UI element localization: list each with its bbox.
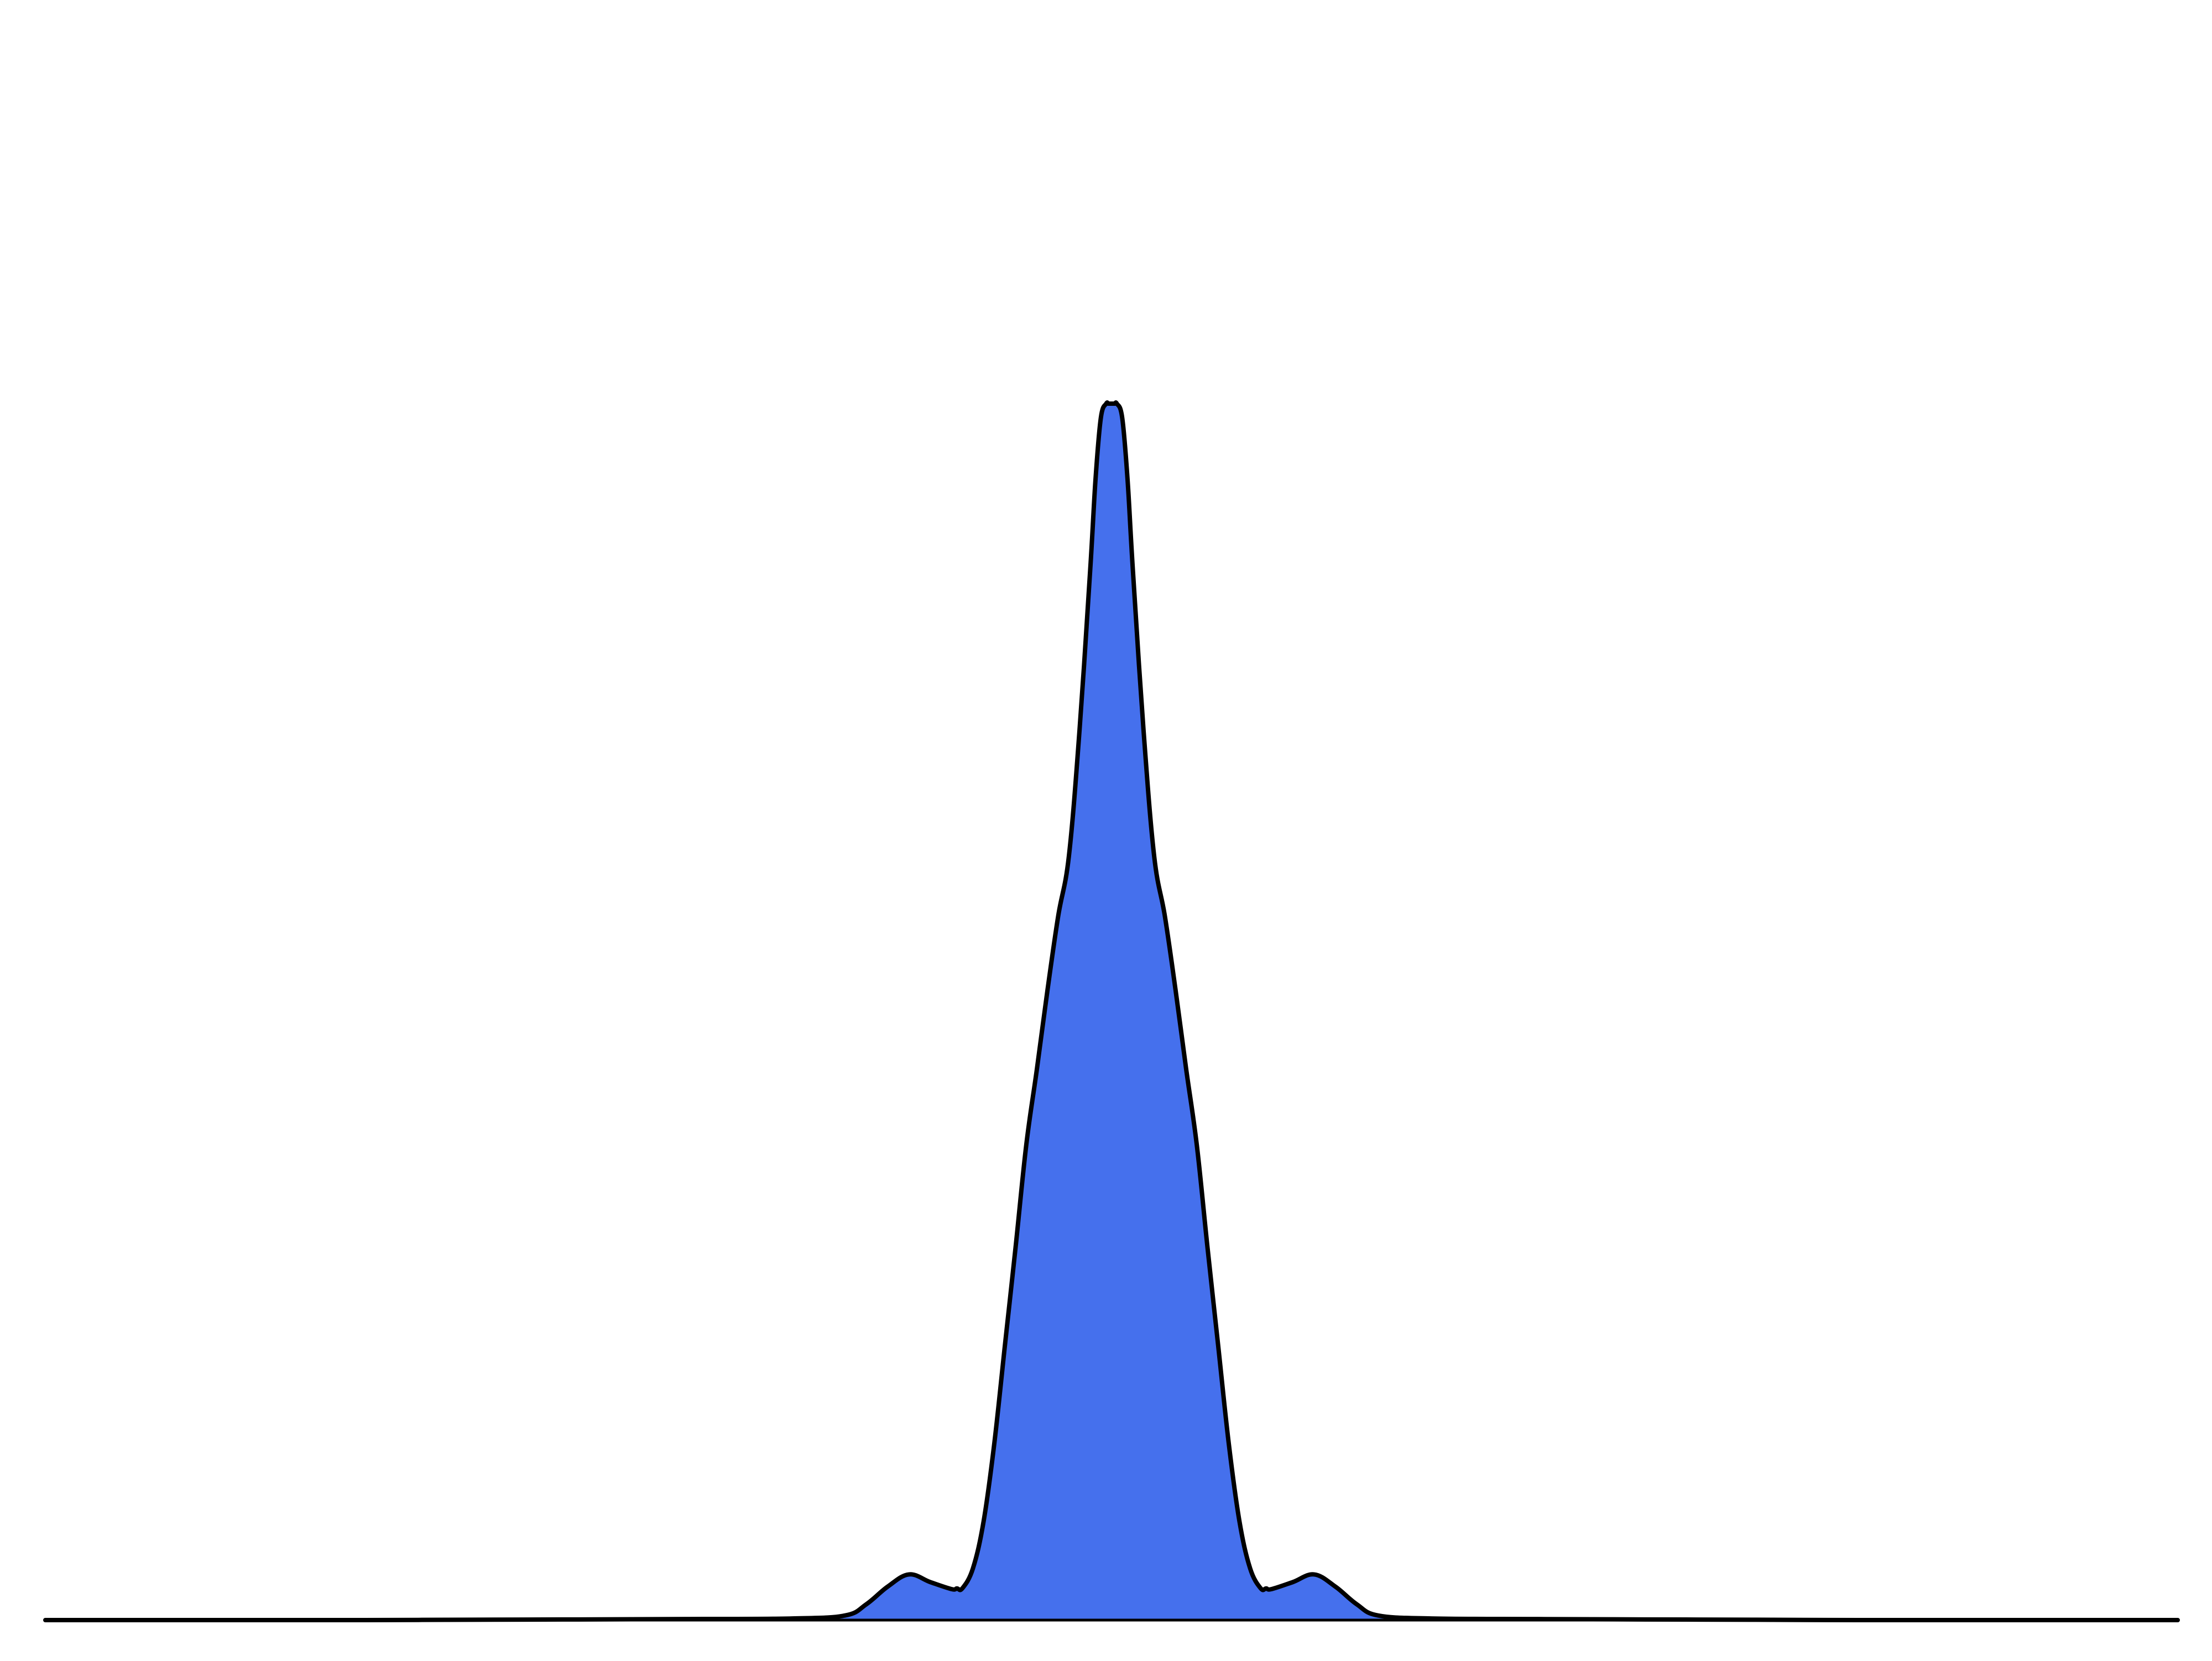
density-curve-line <box>43 400 2180 1623</box>
plot-area <box>43 400 2180 1623</box>
density-area-fill <box>45 402 2178 1621</box>
